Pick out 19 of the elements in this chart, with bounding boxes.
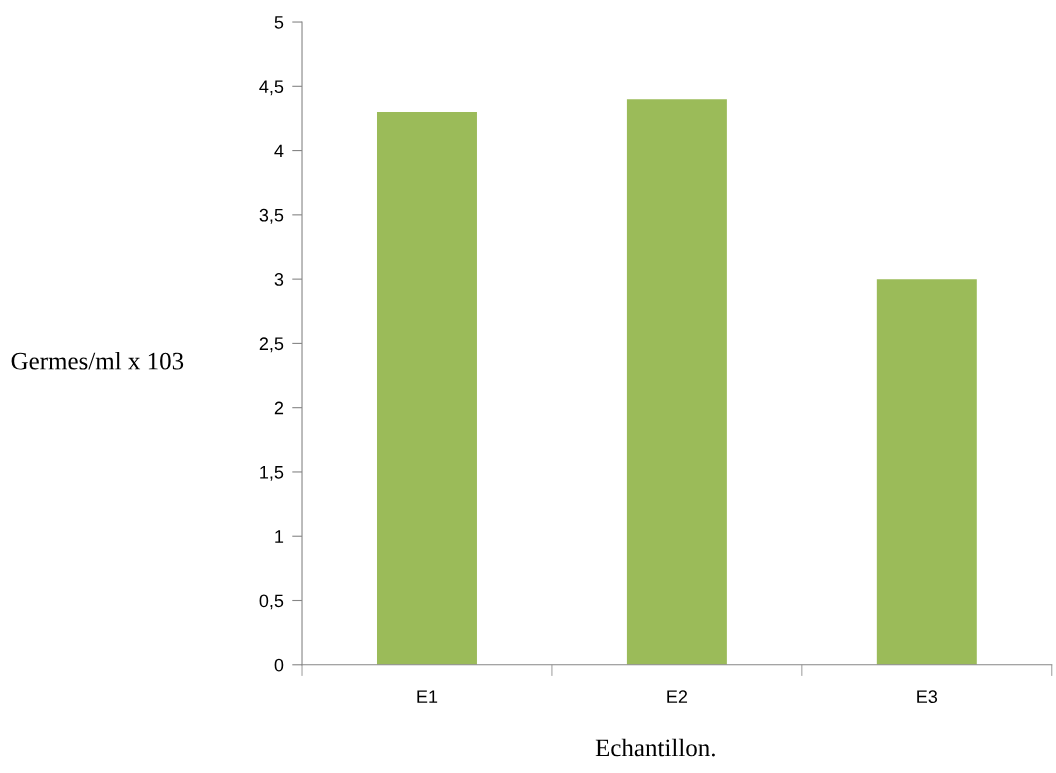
x-tick-label: E2: [667, 690, 688, 703]
bar: [626, 99, 727, 665]
bar: [876, 279, 977, 665]
y-tick-label: 0: [274, 658, 284, 672]
y-tick-label: 3,5: [259, 208, 284, 224]
bar: [376, 112, 477, 665]
y-tick-label: 2: [274, 401, 284, 415]
x-tick-label: E3: [917, 690, 938, 704]
y-tick-label: 0,5: [259, 594, 284, 610]
y-tick-label: 1: [275, 530, 284, 543]
y-tick-label: 3: [274, 273, 284, 286]
y-tick-label: 2,5: [259, 337, 284, 353]
x-axis-title: Echantillon.: [595, 738, 715, 757]
y-tick-label: 4,5: [259, 80, 284, 96]
y-tick-label: 5: [274, 16, 284, 29]
y-tick-label: 1,5: [260, 466, 284, 481]
y-tick-label: 4: [274, 144, 284, 158]
x-tick-label: E1: [417, 690, 438, 703]
y-axis-title: Germes/ml x 103: [11, 351, 184, 370]
